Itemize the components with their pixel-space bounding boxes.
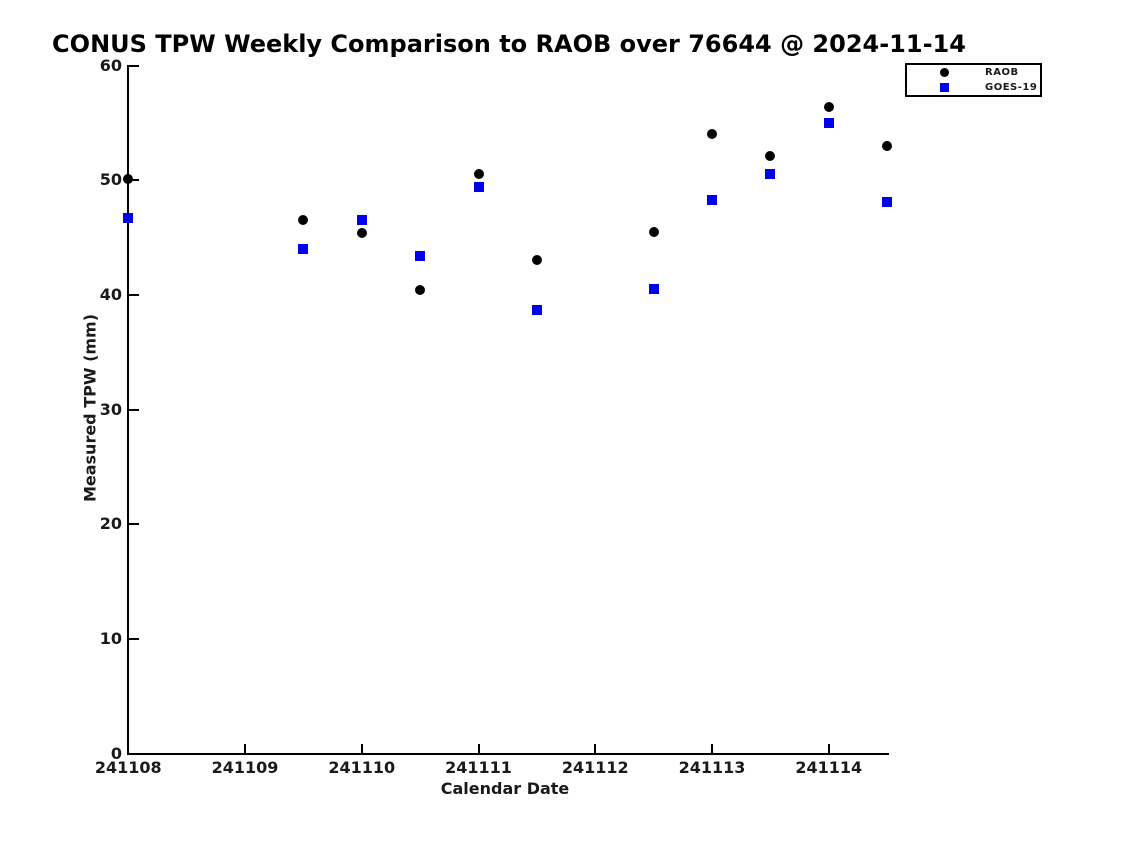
x-tick-label: 241113 [678,758,746,777]
y-tick [129,637,139,640]
x-tick-label: 241111 [445,758,512,777]
goes19-point [707,194,717,205]
x-tick [477,744,480,754]
goes19-point [531,304,542,315]
raob-point [473,169,484,180]
x-tick [127,744,130,754]
raob-circle-marker-icon [940,68,949,77]
raob-point [882,140,893,151]
raob-point [356,227,367,238]
x-tick [594,744,597,754]
y-tick-label: 60 [99,55,122,75]
raob-point [531,255,542,266]
chart-title: CONUS TPW Weekly Comparison to RAOB over… [52,30,966,58]
y-tick [129,64,139,67]
raob-point [707,129,717,140]
raob-point [415,285,426,296]
y-tick-label: 10 [99,628,122,648]
y-tick-label: 20 [99,514,122,534]
x-tick-label: 241110 [328,758,396,777]
goes19-point [415,250,426,261]
x-tick [244,744,246,754]
x-tick-label: 241108 [94,758,162,777]
y-tick-label: 30 [99,399,122,419]
x-tick [360,744,363,754]
y-tick [129,179,139,182]
goes19-point [473,182,484,192]
goes19-point [648,284,659,295]
x-tick-label: 241109 [211,758,279,777]
legend-label-raob: RAOB [985,67,1019,78]
x-tick [711,744,713,754]
y-tick-label: 40 [99,284,122,304]
legend-row-goes19: GOES-19 [907,80,1040,95]
y-tick [129,752,139,755]
goes19-point [882,197,893,207]
y-axis-line [127,65,129,755]
x-tick-label: 241112 [561,758,629,777]
goes19-point [123,213,134,223]
x-axis-label: Calendar Date [440,779,570,798]
goes19-point [298,244,309,254]
goes19-square-marker-icon [940,83,949,92]
raob-point [823,101,834,112]
x-axis-line [127,753,889,755]
y-tick [129,408,139,411]
y-tick [129,293,139,296]
goes19-point [356,215,367,226]
raob-point [765,151,776,162]
goes19-point [823,117,834,128]
legend-label-goes19: GOES-19 [985,82,1038,93]
x-tick-label: 241114 [795,758,863,777]
x-tick [827,744,830,754]
raob-point [298,215,309,226]
y-tick-label: 50 [99,170,122,190]
y-tick [129,523,139,526]
raob-point [123,174,134,184]
legend-row-raob: RAOB [907,65,1040,80]
goes19-point [765,169,776,180]
legend: RAOB GOES-19 [905,63,1042,97]
raob-point [648,226,659,237]
y-tick-label: 0 [110,743,122,763]
